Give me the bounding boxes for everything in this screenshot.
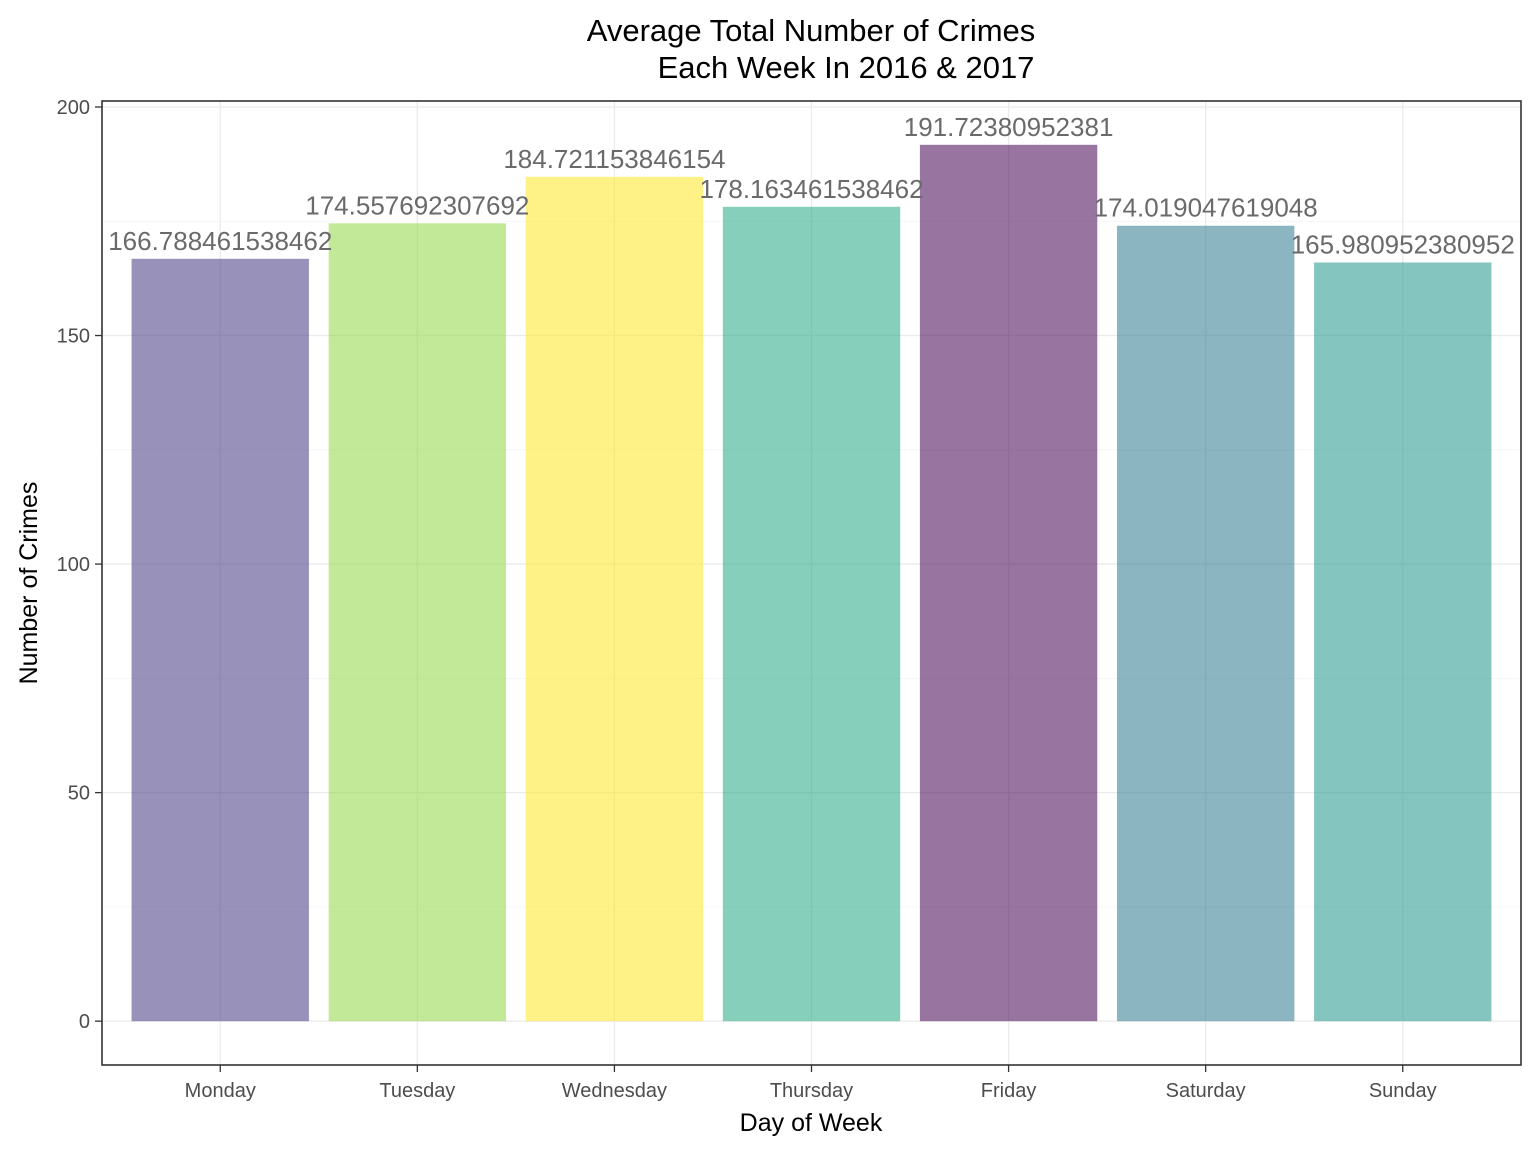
x-tick-label-saturday: Saturday xyxy=(1166,1080,1246,1102)
data-label-sunday: 165.980952380952 xyxy=(1291,229,1515,259)
chart-title-line-2: Each Week In 2016 & 2017 xyxy=(658,50,1035,85)
bar-saturday xyxy=(1116,225,1295,1022)
data-label-monday: 166.788461538462 xyxy=(108,226,332,256)
chart-title-line-1: Average Total Number of Crimes xyxy=(587,13,1036,48)
bars xyxy=(131,144,1492,1022)
x-tick-label-wednesday: Wednesday xyxy=(562,1080,667,1102)
bar-monday xyxy=(131,258,309,1022)
x-tick-label-tuesday: Tuesday xyxy=(379,1080,455,1102)
x-axis-title: Day of Week xyxy=(740,1109,883,1137)
x-tick-label-sunday: Sunday xyxy=(1369,1080,1437,1102)
y-axis: 0 50 100 150 200 xyxy=(57,97,102,1033)
y-tick-label: 200 xyxy=(57,97,90,119)
data-label-tuesday: 174.557692307692 xyxy=(305,190,529,220)
data-label-wednesday: 184.721153846154 xyxy=(503,144,725,174)
y-axis-title: Number of Crimes xyxy=(15,482,43,685)
x-tick-label-thursday: Thursday xyxy=(770,1080,853,1102)
bar-friday xyxy=(919,144,1098,1022)
y-tick-label: 50 xyxy=(68,783,90,805)
data-label-saturday: 174.019047619048 xyxy=(1094,193,1318,223)
y-tick-label: 0 xyxy=(79,1011,90,1033)
y-tick-label: 150 xyxy=(57,326,90,348)
bar-thursday xyxy=(722,206,901,1022)
x-tick-label-friday: Friday xyxy=(981,1080,1037,1102)
x-tick-label-monday: Monday xyxy=(185,1080,256,1102)
bar-sunday xyxy=(1314,262,1492,1022)
data-labels: 166.788461538462 174.557692307692 184.7211… xyxy=(108,112,1515,260)
data-label-thursday: 178.163461538462 xyxy=(699,174,923,204)
data-label-friday: 191.72380952381 xyxy=(904,112,1114,142)
bar-tuesday xyxy=(328,223,507,1022)
x-axis: Monday Tuesday Wednesday Thursday Friday Satu… xyxy=(185,1065,1437,1102)
bar-wednesday xyxy=(525,176,704,1022)
y-tick-label: 100 xyxy=(57,554,90,576)
